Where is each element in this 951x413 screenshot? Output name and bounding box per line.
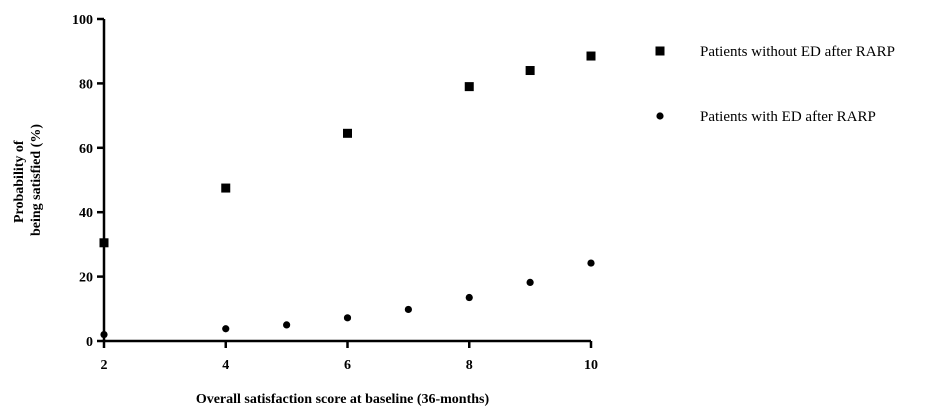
x-tick-label: 6 bbox=[344, 358, 351, 373]
data-point bbox=[404, 305, 412, 314]
y-axis-ticks: 0 20 40 60 80 100 bbox=[72, 13, 104, 350]
data-point bbox=[465, 293, 473, 302]
legend-marker bbox=[655, 46, 665, 56]
data-point bbox=[464, 82, 474, 92]
legend-label: Patients with ED after RARP bbox=[700, 109, 876, 125]
y-tick-label: 80 bbox=[79, 77, 93, 92]
y-tick-label: 40 bbox=[79, 206, 93, 221]
x-tick-label: 2 bbox=[101, 358, 108, 373]
y-tick-label: 60 bbox=[79, 142, 93, 157]
y-axis-title: Probability of being satisfied (%) bbox=[12, 124, 44, 236]
x-tick-label: 10 bbox=[584, 358, 598, 373]
data-point bbox=[343, 128, 352, 138]
x-tick-label: 8 bbox=[466, 358, 473, 373]
data-point bbox=[222, 325, 230, 333]
y-axis-title-line-1: Probability of bbox=[12, 140, 27, 223]
y-tick-label: 100 bbox=[72, 13, 93, 28]
data-point bbox=[587, 259, 595, 267]
chart-axes: 0 20 40 60 80 100 2 4 6 8 10 bbox=[72, 13, 598, 373]
x-axis-title: Overall satisfaction score at baseline (… bbox=[196, 392, 490, 407]
y-tick-label: 0 bbox=[86, 335, 93, 350]
data-point bbox=[343, 314, 352, 322]
data-points bbox=[99, 51, 596, 339]
data-point bbox=[100, 330, 108, 339]
data-point bbox=[283, 321, 291, 329]
y-tick-label: 20 bbox=[79, 271, 93, 286]
legend-item: Patients with ED after RARP bbox=[656, 109, 876, 125]
data-point bbox=[586, 51, 596, 61]
legend-item: Patients without ED after RARP bbox=[655, 44, 895, 60]
series-1 bbox=[99, 51, 596, 248]
data-point bbox=[221, 183, 231, 193]
x-axis-ticks: 2 4 6 8 10 bbox=[101, 341, 598, 373]
data-point bbox=[525, 66, 535, 76]
data-point bbox=[99, 238, 109, 248]
legend-marker bbox=[656, 112, 664, 120]
legend-label: Patients without ED after RARP bbox=[700, 44, 895, 60]
legend: Patients without ED after RARP Patients w… bbox=[655, 44, 895, 125]
y-axis-title-line-2: being satisfied (%) bbox=[29, 124, 44, 236]
data-point bbox=[526, 278, 534, 286]
series-2 bbox=[100, 259, 595, 339]
x-tick-label: 4 bbox=[222, 358, 229, 373]
